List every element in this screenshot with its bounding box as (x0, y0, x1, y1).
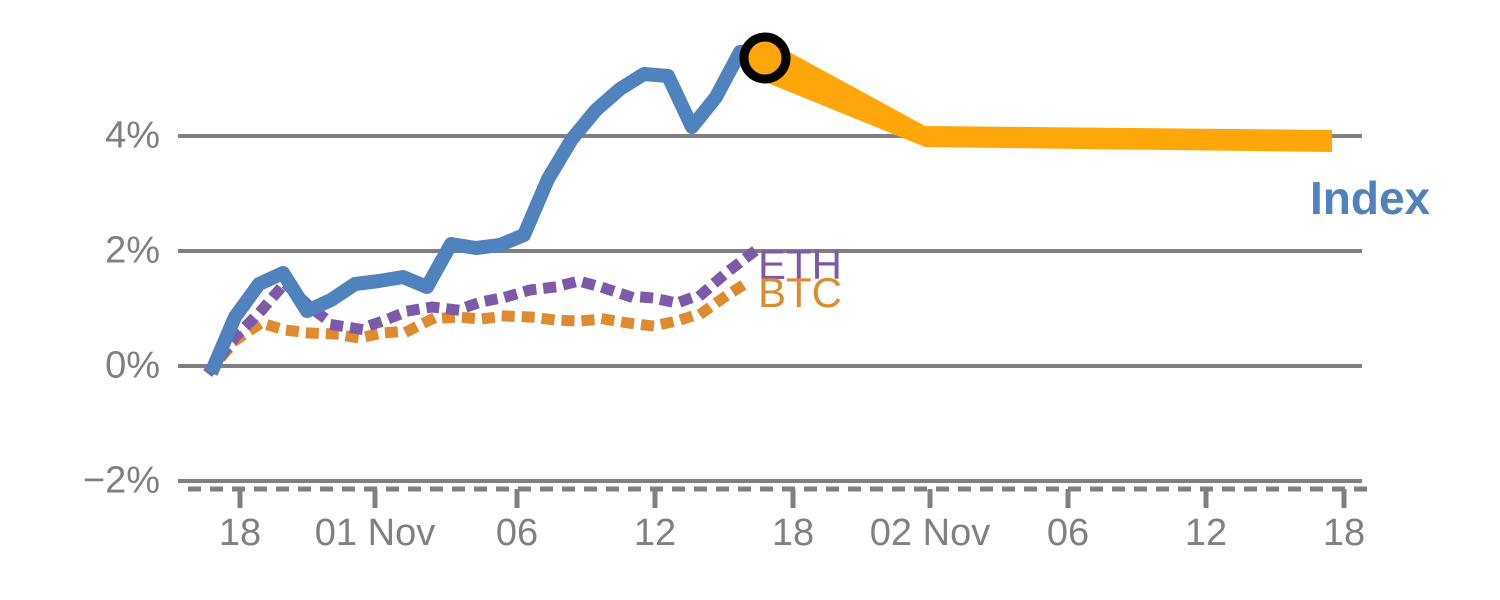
x-tick-marks (237, 489, 1347, 508)
series-line-index (204, 45, 765, 376)
x-tick-label-4: 18 (771, 512, 815, 554)
y-tick-label-4pct: 4% (105, 114, 160, 157)
y-tick-label-2pct: 2% (105, 229, 160, 272)
series-line-eth (203, 246, 759, 377)
series-label-btc: BTC (758, 269, 842, 316)
forecast-band-index (760, 36, 1332, 152)
transition-marker-icon (739, 32, 791, 84)
x-tick-label-1: 01 Nov (314, 512, 436, 554)
y-tick-label-neg2pct: −2% (82, 459, 160, 502)
series-label-index: Index (1310, 172, 1431, 224)
x-tick-label-0: 18 (218, 512, 262, 554)
x-tick-label-3: 12 (633, 512, 677, 554)
y-tick-label-0pct: 0% (105, 344, 160, 387)
x-tick-label-5: 02 Nov (869, 512, 991, 554)
series-label-eth: ETH (758, 241, 842, 288)
x-tick-label-7: 12 (1184, 512, 1228, 554)
x-tick-label-2: 06 (495, 512, 539, 554)
x-tick-label-8: 18 (1322, 512, 1366, 554)
x-tick-label-6: 06 (1046, 512, 1090, 554)
series-line-btc (203, 272, 759, 377)
